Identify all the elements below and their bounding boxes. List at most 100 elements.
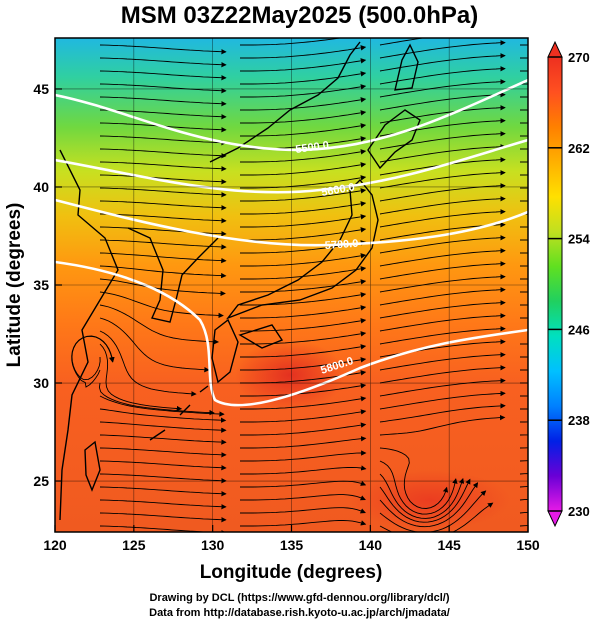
streamline xyxy=(99,304,219,345)
streamline xyxy=(99,239,227,250)
x-tick-label: 125 xyxy=(122,537,146,553)
streamline xyxy=(240,357,367,371)
streamline xyxy=(240,45,367,59)
coast-china xyxy=(59,149,119,521)
streamline xyxy=(519,525,528,527)
credit-data: Data from http://database.rish.kyoto-u.a… xyxy=(149,607,450,619)
streamline xyxy=(240,201,367,215)
streamline xyxy=(71,335,115,388)
streamline xyxy=(379,378,506,397)
streamline xyxy=(98,382,215,416)
coast-japan-shikoku xyxy=(238,324,284,349)
colorbar-tick-label: 230 xyxy=(568,504,590,519)
contour-5800 xyxy=(55,260,528,407)
streamline xyxy=(240,162,367,176)
x-axis: 120 125 130 135 140 145 150 xyxy=(43,525,540,553)
y-tick-label: 35 xyxy=(33,277,49,293)
streamline xyxy=(240,450,367,462)
colorbar-tick-label: 246 xyxy=(568,322,590,337)
contour-label-5500: 5500.0 xyxy=(295,139,330,156)
streamline xyxy=(379,248,506,267)
streamline xyxy=(379,79,506,98)
streamline xyxy=(240,331,367,345)
height-contours xyxy=(55,78,528,407)
streamline xyxy=(240,71,367,85)
streamline xyxy=(379,313,506,332)
warm-core-south xyxy=(350,470,510,530)
streamline xyxy=(240,97,367,111)
streamline xyxy=(240,507,366,514)
streamline xyxy=(99,343,183,412)
colorbar-tick-label: 254 xyxy=(568,232,590,247)
streamline xyxy=(99,460,227,471)
streamline xyxy=(379,482,479,528)
streamline xyxy=(99,226,227,237)
credit-drawing: Drawing by DCL (https://www.gfd-dennou.o… xyxy=(149,592,450,604)
streamline xyxy=(379,261,506,280)
streamline xyxy=(99,70,227,81)
streamline xyxy=(99,96,227,107)
streamline xyxy=(240,253,367,267)
streamline xyxy=(240,188,367,202)
streamline xyxy=(379,390,506,410)
streamline xyxy=(99,408,227,423)
streamline xyxy=(379,235,506,254)
streamline xyxy=(379,66,506,85)
streamline xyxy=(99,421,227,433)
streamline xyxy=(240,149,367,163)
coast-japan-kyushu xyxy=(211,318,239,384)
y-axis-label: Latitude (degrees) xyxy=(4,203,25,368)
streamline xyxy=(240,175,367,189)
y-tick-label: 45 xyxy=(33,81,49,97)
streamline xyxy=(379,300,506,319)
streamline xyxy=(99,57,227,68)
x-tick-label: 130 xyxy=(201,537,225,553)
streamline xyxy=(240,58,367,72)
streamline xyxy=(379,326,506,345)
streamline xyxy=(240,214,367,228)
streamline xyxy=(99,109,227,120)
streamline xyxy=(379,447,449,509)
x-tick-label: 120 xyxy=(43,537,67,553)
streamline xyxy=(379,473,465,519)
contour-5700 xyxy=(55,198,528,247)
x-axis-label: Longitude (degrees) xyxy=(200,562,383,583)
streamline xyxy=(379,274,506,293)
streamline xyxy=(99,512,227,523)
grid-lines xyxy=(55,38,528,532)
streamline xyxy=(379,414,506,436)
streamline xyxy=(99,291,224,319)
streamline xyxy=(379,490,487,532)
coast-korea xyxy=(127,227,219,323)
streamline xyxy=(379,105,506,124)
y-axis: 25 30 35 40 45 xyxy=(33,81,62,489)
streamline xyxy=(379,40,506,59)
map-title: MSM 03Z22May2025 (500.0hPa) xyxy=(120,2,479,29)
streamline xyxy=(240,38,343,46)
streamline xyxy=(240,344,367,358)
y-tick-label: 40 xyxy=(33,179,49,195)
x-tick-label: 150 xyxy=(516,537,540,553)
streamline xyxy=(379,144,506,163)
colorbar-tick-label: 262 xyxy=(568,141,590,156)
streamline xyxy=(379,287,506,306)
streamline xyxy=(379,92,506,111)
streamline xyxy=(240,305,367,319)
streamline xyxy=(99,330,197,397)
streamline xyxy=(240,465,367,475)
streamline xyxy=(240,422,367,436)
streamline xyxy=(99,83,227,94)
streamline xyxy=(99,278,226,297)
streamline xyxy=(379,209,506,228)
streamline xyxy=(99,395,225,417)
y-tick-label: 25 xyxy=(33,473,49,489)
y-tick-label: 30 xyxy=(33,375,49,391)
colorbar-bar xyxy=(547,56,563,512)
streamline xyxy=(240,84,367,98)
coast-sakhalin xyxy=(394,43,419,91)
streamline xyxy=(240,279,367,293)
streamline xyxy=(99,161,227,172)
warm-core xyxy=(235,340,345,410)
colorbar-bottom-arrow xyxy=(547,510,563,528)
